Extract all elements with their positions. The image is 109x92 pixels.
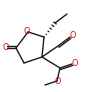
- Text: O: O: [72, 60, 78, 69]
- Text: O: O: [55, 77, 61, 86]
- Text: O: O: [70, 31, 76, 40]
- Text: O: O: [24, 28, 30, 37]
- Text: O: O: [3, 44, 9, 53]
